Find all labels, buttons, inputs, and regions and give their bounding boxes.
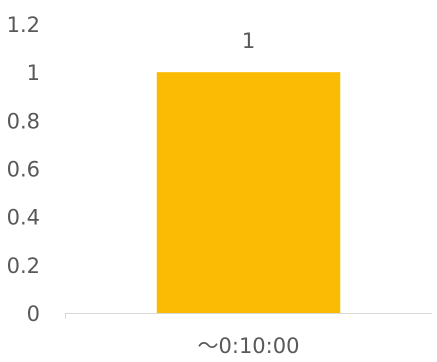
y-tick-label: 0.8 bbox=[7, 109, 40, 133]
x-tick-label: ～0:10:00 bbox=[198, 334, 300, 358]
y-tick-label: 0.6 bbox=[7, 158, 40, 182]
y-tick-label: 1.2 bbox=[7, 13, 40, 37]
y-tick-label: 0.4 bbox=[7, 206, 40, 230]
y-tick-label: 0 bbox=[27, 302, 40, 326]
bar bbox=[156, 72, 341, 314]
y-axis-tick-labels: 0 0.2 0.4 0.6 0.8 1 1.2 bbox=[7, 13, 40, 326]
bar-data-label: 1 bbox=[242, 29, 255, 53]
y-tick-label: 0.2 bbox=[7, 254, 40, 278]
data-labels: 1 bbox=[242, 29, 255, 53]
x-axis-tick-labels: ～0:10:00 bbox=[198, 334, 300, 358]
bars bbox=[156, 72, 341, 314]
y-tick-label: 1 bbox=[27, 61, 40, 85]
